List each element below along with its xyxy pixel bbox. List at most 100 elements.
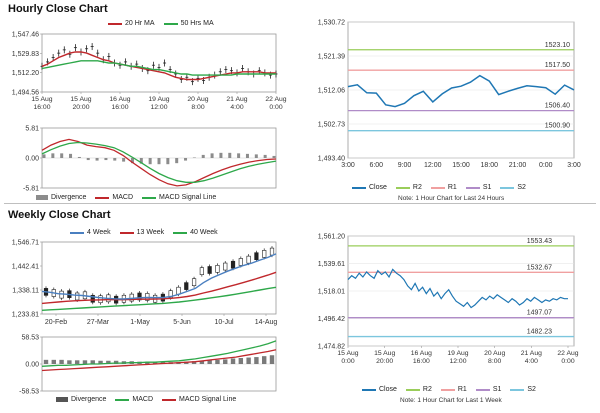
legend-item: Close (352, 184, 387, 191)
ma-4-week-line (41, 253, 277, 300)
y-tick-label: 1,512.06 (318, 88, 345, 95)
legend-label: Close (369, 184, 387, 191)
legend-label: R2 (412, 184, 422, 191)
divergence-bar (192, 157, 196, 158)
x-tick-label: 15 Aug 20:00 (374, 350, 395, 365)
candle-body (184, 282, 189, 290)
legend-label: S1 (482, 184, 492, 191)
candle-body (223, 262, 228, 271)
legend-label: MACD (112, 194, 134, 201)
y-tick-label: 1,502.73 (318, 122, 345, 129)
x-tick-label: 22 Aug 0:00 (557, 350, 578, 365)
candle-body (176, 286, 181, 295)
divergence-bar (238, 358, 244, 364)
x-tick-label: 15 Aug 0:00 (337, 350, 358, 365)
divergence-bar (228, 152, 232, 158)
x-tick-label: 14-Aug (255, 319, 278, 326)
legend-label: Divergence (51, 194, 87, 201)
divergence-bar (69, 153, 73, 158)
divergence-bar (74, 360, 80, 364)
legend-label: MACD Signal Line (179, 396, 237, 403)
divergence-bar (207, 360, 212, 364)
y-tick-label: 1,474.82 (318, 344, 345, 351)
y-tick-label: 1,496.42 (318, 316, 345, 323)
y-tick-label: 1,521.39 (318, 54, 345, 61)
plot-frame (41, 33, 277, 93)
candle-body (137, 292, 142, 301)
y-tick-label: 0.00 (25, 362, 39, 369)
candle-body (254, 252, 259, 260)
legend-label: R2 (422, 386, 432, 393)
x-tick-label: 21:00 (509, 162, 527, 169)
x-tick-label: 9:00 (398, 162, 412, 169)
legend-item: Divergence (36, 194, 86, 201)
candle-body (238, 258, 243, 266)
legend-label: Divergence (71, 396, 107, 403)
legend-item: Close (362, 386, 397, 393)
divergence-bar (113, 158, 117, 161)
candle-body (230, 260, 236, 269)
legend-item: 50 Hrs MA (163, 20, 214, 27)
legend-label: 40 Week (190, 229, 218, 236)
weekly-price-legend: 4 Week 13 Week 40 Week (70, 229, 227, 236)
divergence-bar (42, 154, 46, 158)
macd-line (41, 340, 277, 367)
y-tick-label: 1,338.11 (12, 288, 39, 295)
legend-label: S1 (492, 386, 502, 393)
legend-label: MACD (132, 396, 154, 403)
divergence-bar (269, 355, 275, 364)
divergence-bar (191, 361, 197, 364)
x-tick-label: 18:00 (480, 162, 498, 169)
divergence-bar (59, 359, 64, 364)
pivot-level-label: 1553.43 (527, 238, 552, 245)
candle-body (90, 294, 95, 303)
divergence-bar (237, 153, 241, 158)
legend-label: 4 Week (87, 229, 111, 236)
y-tick-label: -58.53 (19, 389, 39, 396)
weekly-close-note: Note: 1 Hour Chart for Last 1 Week (400, 397, 502, 404)
divergence-bar (98, 360, 103, 364)
legend-item: R1 (440, 386, 467, 393)
candle-body (207, 266, 212, 274)
y-tick-label: 1,493.40 (318, 156, 345, 163)
legend-item: 20 Hr MA (108, 20, 155, 27)
y-tick-label: 5.81 (25, 126, 39, 133)
legend-item: S1 (465, 184, 492, 191)
pivot-level-label: 1500.90 (545, 123, 570, 130)
divergence-bar (60, 153, 64, 158)
x-tick-label: 19 Aug 12:00 (148, 96, 169, 111)
pivot-level-label: 1517.50 (545, 62, 570, 69)
legend-item: R2 (395, 184, 422, 191)
x-tick-label: 27-Mar (87, 319, 110, 326)
candle-body (215, 265, 220, 273)
pivot-level-label: 1482.23 (527, 329, 552, 336)
x-tick-label: 12:00 (424, 162, 442, 169)
divergence-bar (130, 158, 134, 164)
x-tick-label: 16 Aug 16:00 (411, 350, 432, 365)
divergence-bar (113, 360, 119, 364)
macd-signal-line (41, 141, 277, 183)
legend-item: MACD Signal Line (142, 194, 216, 201)
pivot-level-label: 1532.67 (527, 264, 552, 271)
y-tick-label: 1,494.56 (12, 90, 39, 97)
divergence-bar (148, 158, 152, 165)
legend-label: R1 (447, 184, 457, 191)
x-tick-label: 21 Aug 4:00 (521, 350, 542, 365)
x-tick-label: 20 Aug 8:00 (187, 96, 208, 111)
legend-item: 13 Week (119, 229, 165, 236)
legend-item: MACD (95, 194, 133, 201)
divergence-bar (254, 357, 259, 364)
x-tick-label: 22 Aug 0:00 (265, 96, 286, 111)
divergence-bar (95, 158, 99, 161)
legend-item: MACD (115, 396, 153, 403)
legend-label: 50 Hrs MA (180, 20, 214, 27)
y-tick-label: 1,561.20 (318, 234, 345, 241)
plot-frame (41, 241, 277, 315)
legend-item: R1 (430, 184, 457, 191)
legend-label: S2 (517, 184, 526, 191)
y-tick-label: -5.81 (23, 186, 39, 193)
section-divider (4, 203, 596, 204)
legend-label: 13 Week (136, 229, 165, 236)
candle-body (191, 278, 197, 287)
x-tick-label: 15:00 (452, 162, 470, 169)
